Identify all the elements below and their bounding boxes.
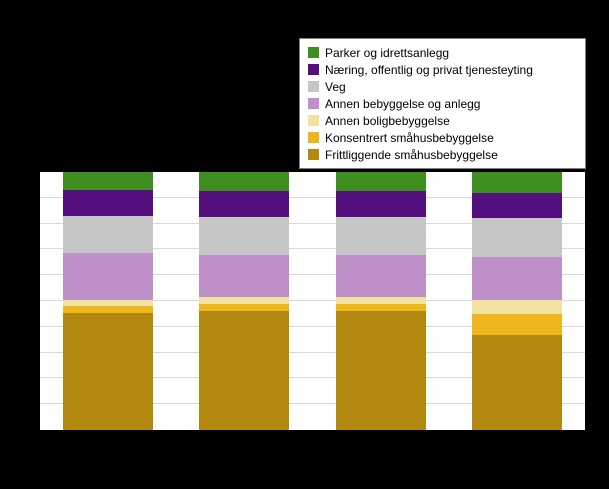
bar-segment-parker-og-idrettsanlegg (471, 172, 562, 193)
bar-group (40, 172, 585, 430)
legend-item: Næring, offentlig og privat tjenesteytin… (308, 61, 577, 78)
legend-swatch-icon (308, 98, 319, 109)
stacked-bar (63, 172, 154, 430)
legend-swatch-icon (308, 149, 319, 160)
bar-segment-annen-boligbebyggelse (335, 297, 426, 304)
legend-swatch-icon (308, 115, 319, 126)
bar-column (40, 172, 176, 430)
gridline (40, 351, 585, 353)
gridline (40, 377, 585, 379)
bar-segment-annen-bebyggelse-og-anlegg (471, 257, 562, 300)
legend-item: Frittliggende småhusbebyggelse (308, 146, 577, 163)
legend-label: Annen bebyggelse og anlegg (325, 96, 481, 111)
gridline (40, 403, 585, 405)
bar-segment-annen-bebyggelse-og-anlegg (335, 254, 426, 298)
bar-column (176, 172, 312, 430)
gridline (40, 248, 585, 250)
legend-item: Annen boligbebyggelse (308, 112, 577, 129)
bar-segment-frittliggende-småhusbebyggelse (63, 312, 154, 430)
bar-segment-næring-offentlig-og-privat-tjenesteyting (199, 191, 290, 218)
bar-column (449, 172, 585, 430)
bar-segment-næring-offentlig-og-privat-tjenesteyting (63, 190, 154, 216)
bar-segment-næring-offentlig-og-privat-tjenesteyting (335, 191, 426, 218)
legend-swatch-icon (308, 47, 319, 58)
legend-label: Annen boligbebyggelse (325, 113, 450, 128)
stacked-bar (335, 172, 426, 430)
legend-label: Veg (325, 79, 346, 94)
bar-segment-annen-boligbebyggelse (199, 297, 290, 304)
legend: Parker og idrettsanlegg Næring, offentlig… (299, 38, 586, 169)
gridline (40, 274, 585, 276)
legend-item: Annen bebyggelse og anlegg (308, 95, 577, 112)
legend-label: Næring, offentlig og privat tjenesteytin… (325, 62, 533, 77)
bar-segment-annen-bebyggelse-og-anlegg (63, 253, 154, 300)
bar-segment-konsentrert-småhusbebyggelse (335, 303, 426, 312)
bar-segment-veg (335, 217, 426, 255)
bar-segment-annen-bebyggelse-og-anlegg (199, 254, 290, 298)
bar-segment-konsentrert-småhusbebyggelse (471, 313, 562, 335)
stacked-bar (471, 172, 562, 430)
legend-label: Frittliggende småhusbebyggelse (325, 147, 498, 162)
legend-item: Veg (308, 78, 577, 95)
bar-segment-veg (63, 215, 154, 254)
legend-item: Parker og idrettsanlegg (308, 44, 577, 61)
bar-segment-parker-og-idrettsanlegg (199, 172, 290, 192)
bar-segment-frittliggende-småhusbebyggelse (199, 311, 290, 430)
legend-swatch-icon (308, 64, 319, 75)
plot-area (40, 172, 585, 430)
bar-segment-frittliggende-småhusbebyggelse (335, 311, 426, 430)
bar-segment-parker-og-idrettsanlegg (63, 172, 154, 191)
legend-item: Konsentrert småhusbebyggelse (308, 129, 577, 146)
bar-segment-næring-offentlig-og-privat-tjenesteyting (471, 192, 562, 219)
bar-column (313, 172, 449, 430)
bar-segment-konsentrert-småhusbebyggelse (63, 306, 154, 313)
gridline (40, 300, 585, 301)
bar-segment-parker-og-idrettsanlegg (335, 172, 426, 192)
bar-segment-annen-boligbebyggelse (471, 299, 562, 314)
bar-segment-annen-boligbebyggelse (63, 299, 154, 307)
legend-label: Parker og idrettsanlegg (325, 45, 450, 60)
bar-segment-veg (471, 218, 562, 258)
bar-segment-veg (199, 217, 290, 255)
legend-swatch-icon (308, 81, 319, 92)
gridline (40, 196, 585, 198)
bar-segment-konsentrert-småhusbebyggelse (199, 303, 290, 312)
legend-label: Konsentrert småhusbebyggelse (325, 130, 494, 145)
bar-segment-frittliggende-småhusbebyggelse (471, 334, 562, 430)
stacked-bar (199, 172, 290, 430)
gridline (40, 325, 585, 327)
gridline (40, 222, 585, 224)
legend-swatch-icon (308, 132, 319, 143)
